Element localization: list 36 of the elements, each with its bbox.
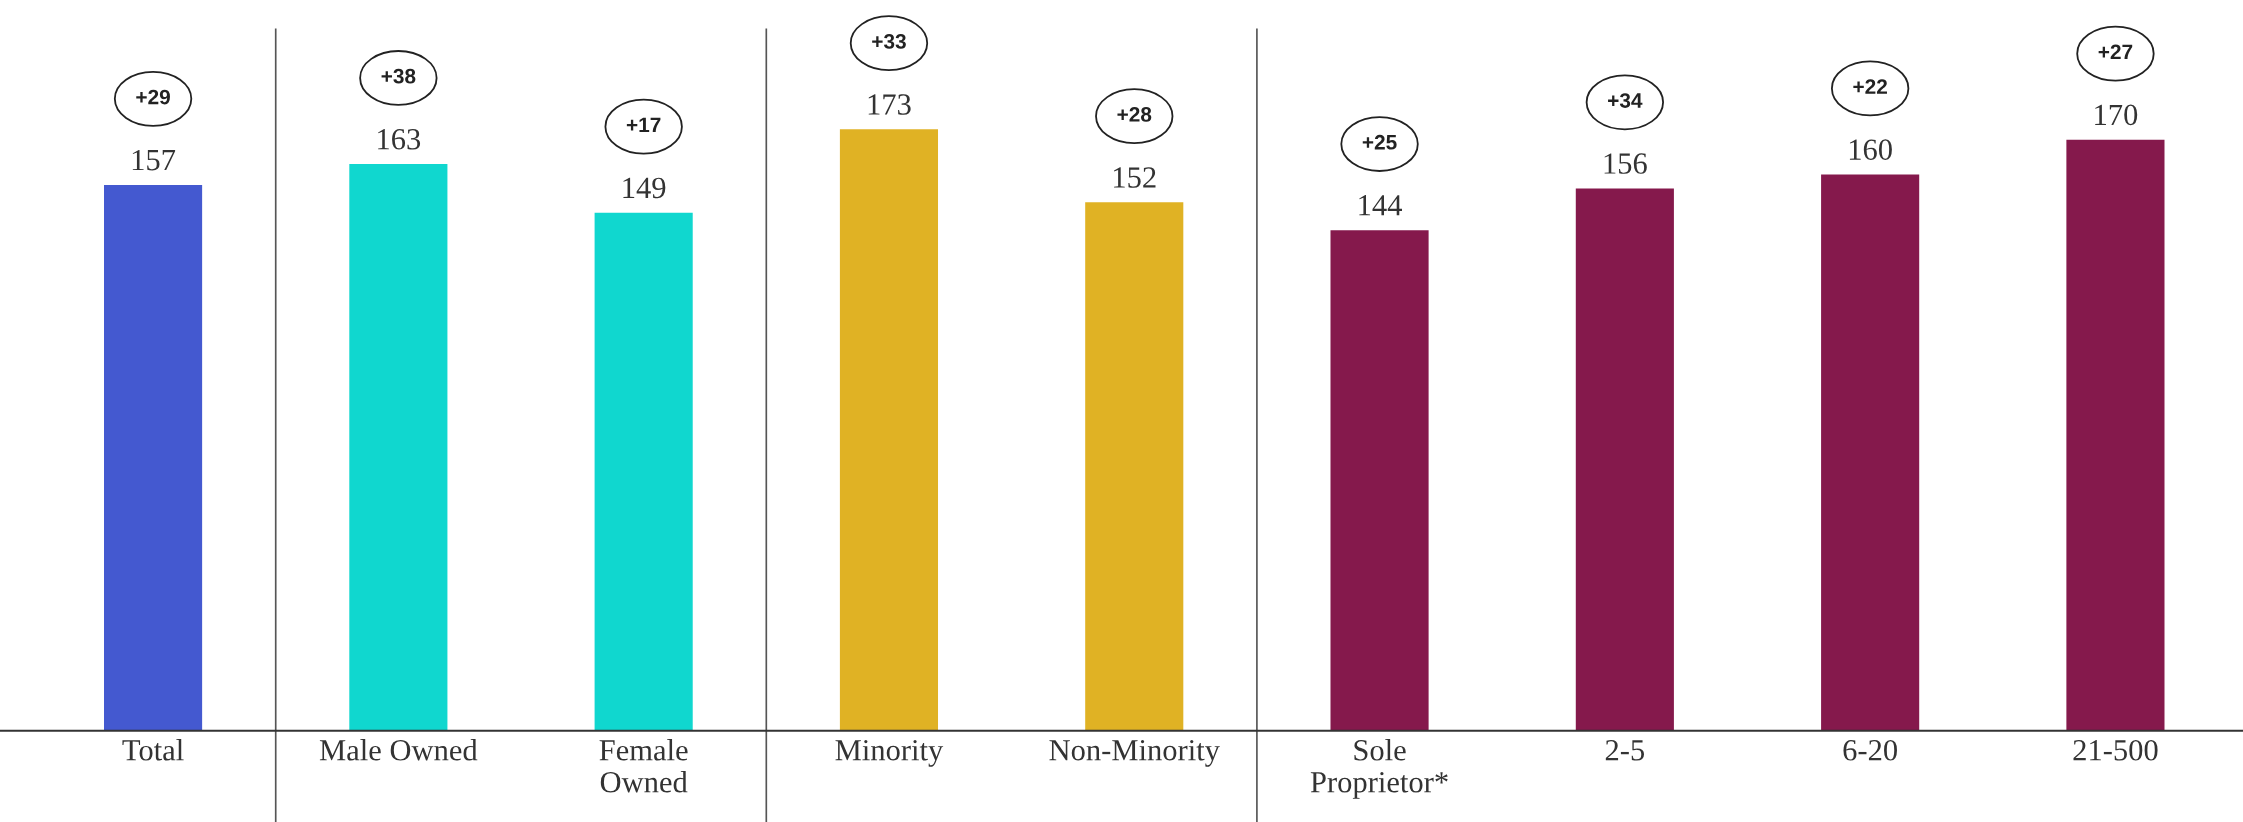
data-label: 156	[1604, 153, 1647, 174]
data-label: 152	[1114, 167, 1156, 188]
x-tick-label: 6-20	[1843, 739, 1897, 761]
data-label: 170	[2095, 104, 2138, 126]
text: +38	[381, 68, 416, 84]
x-tick-label: 2-5	[1605, 740, 1645, 761]
bar	[594, 212, 693, 731]
data-label: 173	[868, 94, 911, 115]
text: +28	[1117, 107, 1152, 122]
data-label: 163	[378, 129, 421, 150]
bar	[1330, 230, 1429, 731]
bar	[104, 184, 203, 731]
x-tick-label: Total	[122, 739, 184, 761]
text: +33	[872, 34, 906, 49]
x-tick-label: Minority	[835, 739, 944, 767]
bar	[1085, 202, 1184, 731]
bar	[349, 164, 448, 731]
x-tick-label: 21-500	[2073, 739, 2158, 761]
text: +27	[2098, 44, 2133, 60]
x-tick-label: Non-Minority	[1049, 739, 1220, 767]
data-label: 144	[1359, 195, 1402, 216]
text: +22	[1853, 79, 1887, 94]
x-tick-label: Female Owned	[599, 739, 688, 793]
data-label: 157	[132, 149, 176, 171]
text: +29	[136, 89, 170, 105]
bar	[2066, 139, 2165, 731]
annotation: +25	[1362, 134, 1397, 150]
bar	[1821, 174, 1920, 731]
data-label: 149	[623, 177, 666, 199]
x-tick-label: Male Owned	[319, 739, 478, 761]
text: +34	[1608, 93, 1643, 108]
x-tick-label: Sole Proprietor*	[1310, 739, 1448, 799]
bar	[839, 129, 939, 731]
data-label: 160	[1849, 139, 1892, 160]
bar	[1575, 188, 1674, 731]
annotation: +17	[626, 117, 661, 133]
